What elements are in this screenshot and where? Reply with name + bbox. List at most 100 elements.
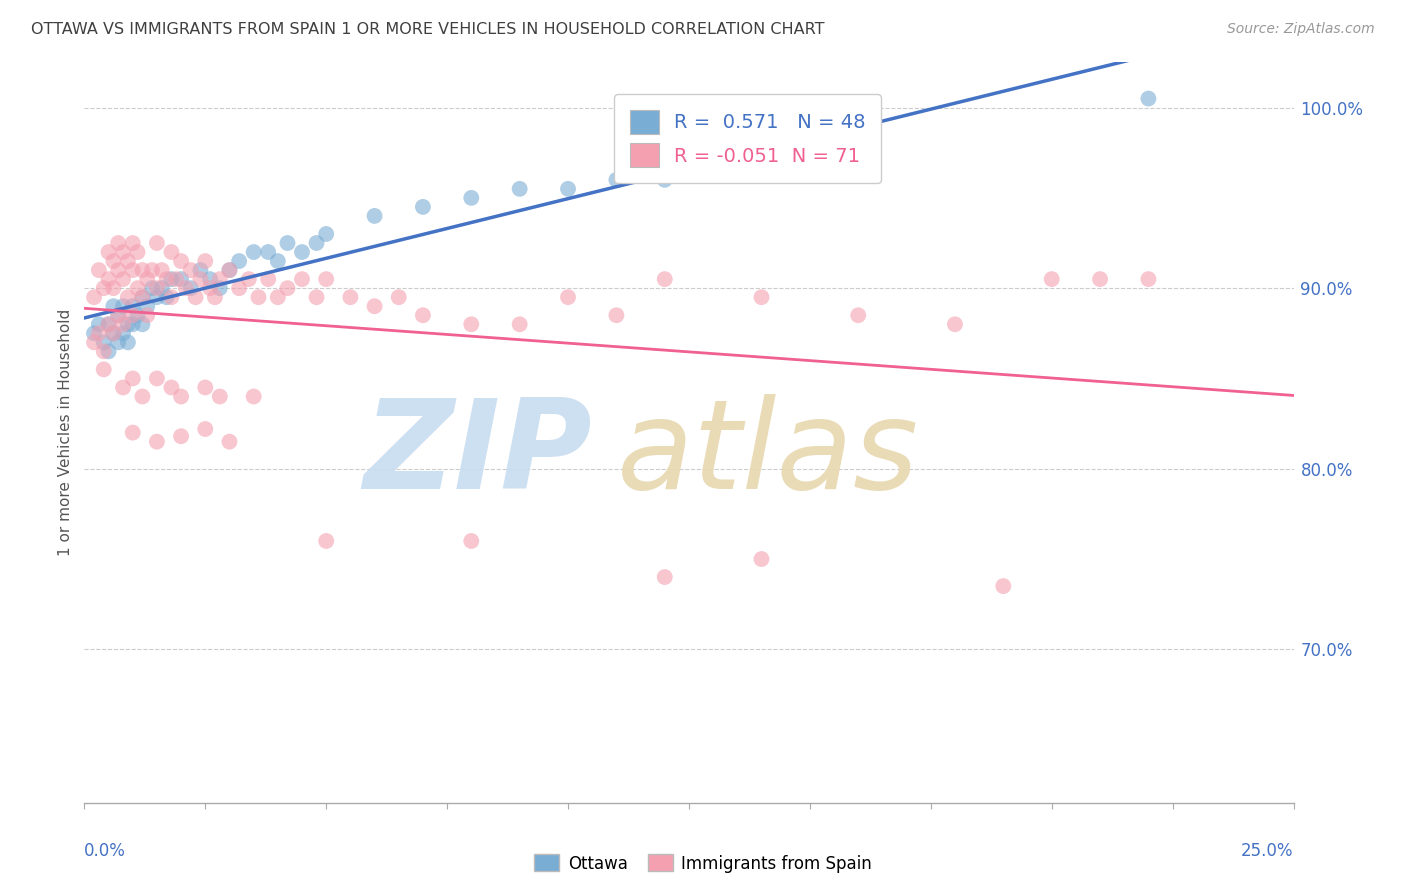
Point (107, 308, 129, 322)
Point (654, 272, 676, 286)
Point (146, 235, 169, 250)
Point (131, 290, 153, 304)
Point (315, 272, 337, 286)
Point (146, 290, 169, 304)
Point (165, 272, 187, 286)
Point (155, 272, 177, 286)
Point (605, 308, 627, 322)
Point (107, 235, 129, 250)
Point (146, 281, 169, 295)
Point (121, 425, 143, 440)
Point (160, 290, 183, 304)
Point (83, 326, 105, 341)
Point (103, 299, 125, 313)
Point (83, 335, 105, 350)
Point (208, 272, 231, 286)
Point (846, 145, 869, 160)
Point (190, 272, 212, 286)
Point (257, 272, 280, 286)
Point (107, 335, 129, 350)
Point (150, 263, 173, 277)
Point (112, 380, 135, 394)
Point (943, 318, 966, 332)
Legend: R =  0.571   N = 48, R = -0.051  N = 71: R = 0.571 N = 48, R = -0.051 N = 71 (614, 95, 882, 183)
Point (204, 290, 226, 304)
Point (112, 299, 135, 313)
Point (93, 281, 115, 295)
Point (751, 154, 773, 169)
Point (170, 390, 193, 404)
Point (460, 191, 482, 205)
Point (460, 318, 482, 332)
Point (103, 281, 125, 295)
Point (267, 290, 290, 304)
Point (170, 254, 193, 268)
Point (107, 308, 129, 322)
Point (131, 290, 153, 304)
Point (751, 290, 773, 304)
Point (131, 263, 153, 277)
Point (83, 290, 105, 304)
Point (315, 533, 337, 548)
Point (121, 308, 143, 322)
Point (267, 254, 290, 268)
Point (103, 254, 125, 268)
Point (228, 281, 250, 295)
Point (339, 290, 361, 304)
Point (121, 235, 143, 250)
Point (276, 235, 298, 250)
Point (131, 390, 153, 404)
Text: ZIP: ZIP (364, 394, 592, 516)
Point (184, 290, 207, 304)
Point (605, 173, 627, 187)
Point (247, 290, 270, 304)
Text: OTTAWA VS IMMIGRANTS FROM SPAIN 1 OR MORE VEHICLES IN HOUSEHOLD CORRELATION CHAR: OTTAWA VS IMMIGRANTS FROM SPAIN 1 OR MOR… (31, 22, 824, 37)
Point (276, 281, 298, 295)
Point (218, 263, 240, 277)
Point (460, 533, 482, 548)
Point (170, 272, 193, 286)
Point (654, 173, 676, 187)
Text: Source: ZipAtlas.com: Source: ZipAtlas.com (1227, 22, 1375, 37)
Point (150, 281, 173, 295)
Point (412, 200, 434, 214)
Point (228, 254, 250, 268)
Legend: Ottawa, Immigrants from Spain: Ottawa, Immigrants from Spain (527, 847, 879, 880)
Point (97, 272, 120, 286)
Point (557, 290, 579, 304)
Point (993, 579, 1015, 593)
Point (751, 552, 773, 566)
Point (180, 263, 202, 277)
Point (305, 290, 328, 304)
Point (363, 209, 385, 223)
Point (1040, 272, 1063, 286)
Point (117, 290, 139, 304)
Point (846, 308, 869, 322)
Point (121, 263, 143, 277)
Point (131, 318, 153, 332)
Point (136, 299, 159, 313)
Point (363, 299, 385, 313)
Point (112, 326, 135, 341)
Point (218, 263, 240, 277)
Point (103, 326, 125, 341)
Point (155, 290, 177, 304)
Point (93, 362, 115, 376)
Point (87, 263, 110, 277)
Text: 25.0%: 25.0% (1241, 842, 1294, 860)
Point (509, 318, 531, 332)
Point (127, 245, 149, 260)
Point (97, 318, 120, 332)
Point (208, 281, 231, 295)
Point (97, 318, 120, 332)
Point (257, 245, 280, 260)
Point (93, 335, 115, 350)
Point (557, 182, 579, 196)
Point (87, 318, 110, 332)
Point (305, 235, 328, 250)
Point (160, 272, 183, 286)
Point (208, 390, 231, 404)
Point (315, 227, 337, 241)
Point (194, 254, 217, 268)
Point (112, 318, 135, 332)
